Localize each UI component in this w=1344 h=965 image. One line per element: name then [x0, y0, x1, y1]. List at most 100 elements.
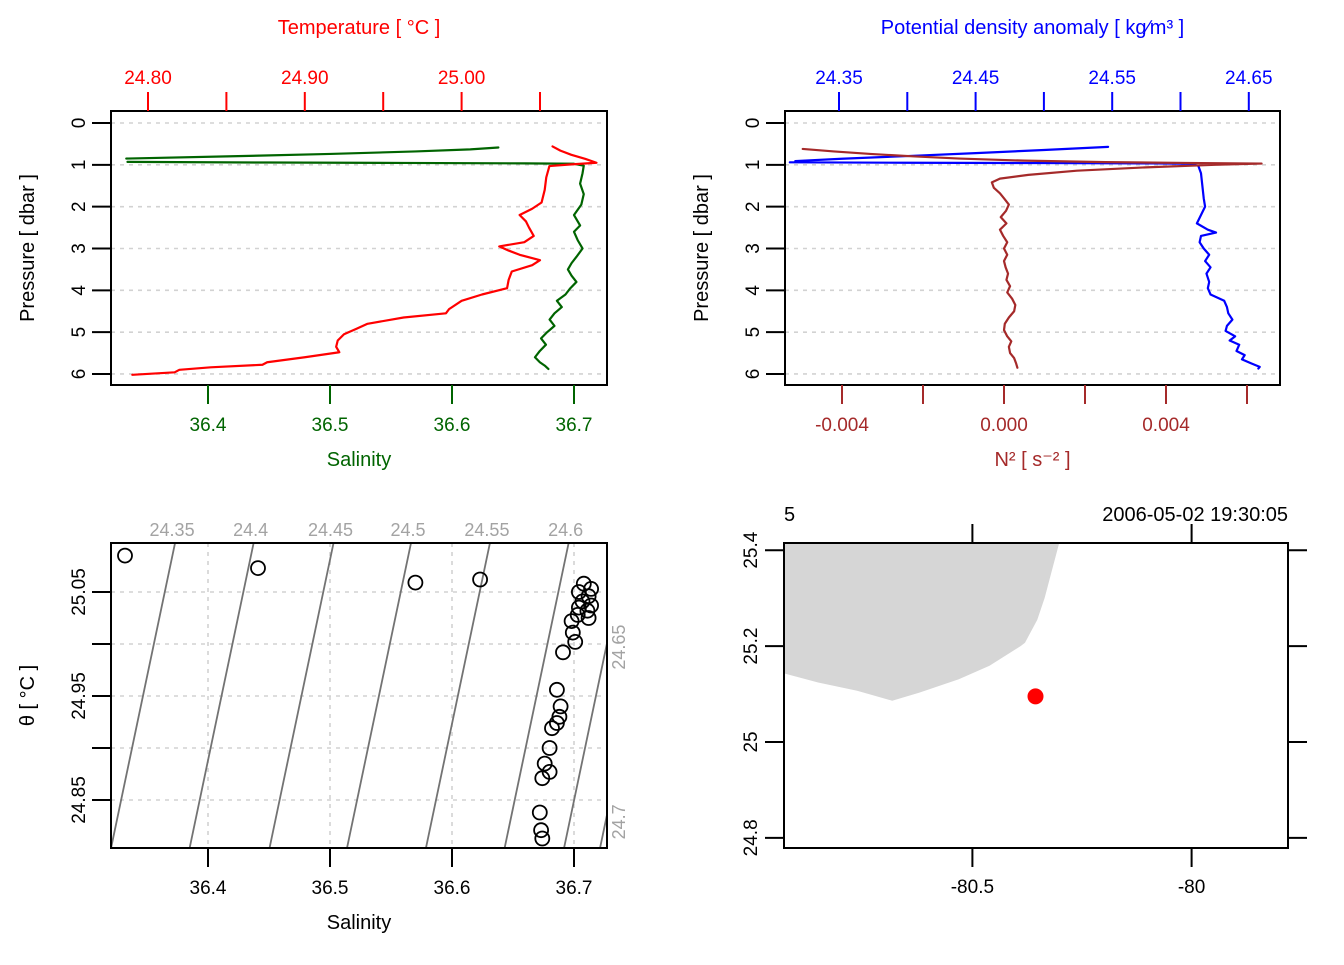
left-axis-tick-label: 4	[69, 285, 90, 296]
top-axis-tick-label: 24.80	[124, 68, 172, 89]
ts-point	[536, 755, 553, 772]
bottom-axis-tick-label: -0.004	[815, 415, 869, 436]
left-axis-tick-label: 6	[69, 369, 90, 380]
left-axis-tick-label: 3	[743, 243, 764, 254]
n2-profile	[801, 147, 1263, 369]
bottom-axis-tick-label: 0.004	[1142, 415, 1190, 436]
ts-point	[407, 574, 424, 591]
left-axis-tick-label: 2	[69, 201, 90, 212]
isopycnal-label: 24.35	[150, 520, 195, 540]
ts-point	[549, 681, 565, 698]
left-axis-tick-label: 24.95	[69, 672, 90, 720]
isopycnal-line	[599, 810, 607, 848]
bottom-axis-title: Salinity	[327, 449, 391, 471]
lat-tick-label: 25.4	[741, 531, 762, 568]
isopycnal-line	[346, 543, 412, 848]
panel-ts-diagram: 24.35 24.4 24.45 24.5 24.55 24.6 24.65 24.7 36.4…	[17, 520, 629, 934]
isopycnal-label: 24.6	[548, 520, 583, 540]
ts-point	[579, 602, 596, 619]
top-axis-tick-label: 25.00	[438, 68, 486, 89]
left-axis-tick-label: 25.05	[69, 568, 90, 616]
station-datetime-title: 2006-05-02 19:30:05	[1102, 504, 1288, 526]
ts-point	[580, 610, 597, 626]
panel-density-n2-profile: 24.35 24.45 24.55 24.65 Potential density an…	[691, 17, 1281, 471]
left-axis-title: θ [ °C ]	[17, 665, 39, 726]
top-axis-title: Temperature [ °C ]	[278, 17, 441, 39]
density-profile	[788, 161, 1261, 370]
left-axis-tick-label: 2	[743, 201, 764, 212]
ts-point	[117, 547, 133, 564]
top-axis-tick-label: 24.55	[1088, 68, 1136, 89]
ts-point	[534, 830, 551, 847]
left-axis-tick-label: 5	[69, 327, 90, 338]
ts-point	[541, 740, 558, 756]
isopycnal-label: 24.45	[308, 520, 353, 540]
ts-point	[571, 599, 587, 616]
salinity-surface-loop	[125, 146, 500, 160]
left-axis-title: Pressure [ dbar ]	[691, 174, 713, 322]
isopycnal-line	[563, 638, 607, 848]
top-axis-title: Potential density anomaly [ kg∕m³ ]	[881, 17, 1184, 39]
isopycnal-label: 24.55	[464, 520, 509, 540]
panel-station-map: -80.5 -80 25.4 25.2 25 24.8 5 2006-05-02 19:30:…	[741, 504, 1307, 898]
top-axis-tick-label: 24.65	[1225, 68, 1273, 89]
left-axis-tick-label: 5	[743, 327, 764, 338]
panel-temperature-salinity-profile: 24.80 24.90 25.00 Temperature [ °C ] 36.4 36.…	[17, 17, 608, 471]
isopycnal-line	[503, 543, 570, 848]
bottom-axis-tick-label: 36.7	[556, 878, 593, 899]
lon-tick-label: -80.5	[951, 877, 994, 898]
ts-point	[571, 584, 587, 600]
temperature-profile	[131, 145, 598, 376]
ts-point	[555, 644, 571, 661]
lon-tick-label: -80	[1178, 877, 1205, 898]
ts-point	[549, 715, 565, 731]
isopycnal-line	[268, 543, 335, 848]
ts-point	[472, 571, 489, 588]
isopycnal-line	[425, 543, 491, 848]
ts-point	[567, 634, 584, 650]
bottom-axis-title: Salinity	[327, 912, 391, 934]
bottom-axis-tick-label: 36.4	[190, 878, 227, 899]
ts-point	[552, 698, 569, 715]
station-number-title: 5	[784, 504, 795, 526]
left-axis-tick-label: 6	[743, 369, 764, 380]
bottom-axis-tick-label: 36.5	[312, 415, 349, 436]
bottom-axis-title: N² [ s⁻² ]	[994, 449, 1070, 471]
left-axis-tick-label: 1	[69, 160, 90, 171]
ts-point	[563, 613, 580, 629]
left-axis-tick-label: 3	[69, 243, 90, 254]
bottom-axis-tick-label: 36.5	[312, 878, 349, 899]
density-surface-loop	[794, 145, 1110, 163]
isopycnal-label: 24.65	[609, 625, 629, 670]
station-marker	[1027, 688, 1044, 705]
bottom-axis-tick-label: 36.7	[556, 415, 593, 436]
ts-point	[544, 720, 560, 737]
bottom-axis-tick-label: 36.6	[434, 415, 471, 436]
bottom-axis-tick-label: 36.4	[190, 415, 227, 436]
left-axis-tick-label: 0	[69, 118, 90, 129]
isopycnal-line	[188, 543, 255, 848]
left-axis-tick-label: 24.85	[69, 776, 90, 824]
top-axis-tick-label: 24.90	[281, 68, 329, 89]
isopycnal-label: 24.5	[390, 520, 425, 540]
salinity-profile	[126, 160, 585, 371]
ts-point	[533, 822, 549, 839]
isopycnal-label: 24.4	[233, 520, 268, 540]
isopycnal-line	[111, 543, 176, 848]
ts-point	[531, 804, 548, 821]
left-axis-tick-label: 1	[743, 160, 764, 171]
ts-point	[564, 624, 581, 641]
bottom-axis-tick-label: 36.6	[434, 878, 471, 899]
bottom-axis-tick-label: 0.000	[980, 415, 1028, 436]
left-axis-title: Pressure [ dbar ]	[17, 174, 39, 322]
ts-point	[583, 581, 599, 597]
lat-tick-label: 24.8	[741, 819, 762, 856]
lat-tick-label: 25	[741, 731, 762, 752]
ts-point	[534, 770, 551, 787]
left-axis-tick-label: 4	[743, 285, 764, 296]
lat-tick-label: 25.2	[741, 628, 762, 665]
isopycnal-label: 24.7	[609, 804, 629, 839]
top-axis-tick-label: 24.45	[952, 68, 1000, 89]
land-polygon	[784, 543, 1060, 701]
